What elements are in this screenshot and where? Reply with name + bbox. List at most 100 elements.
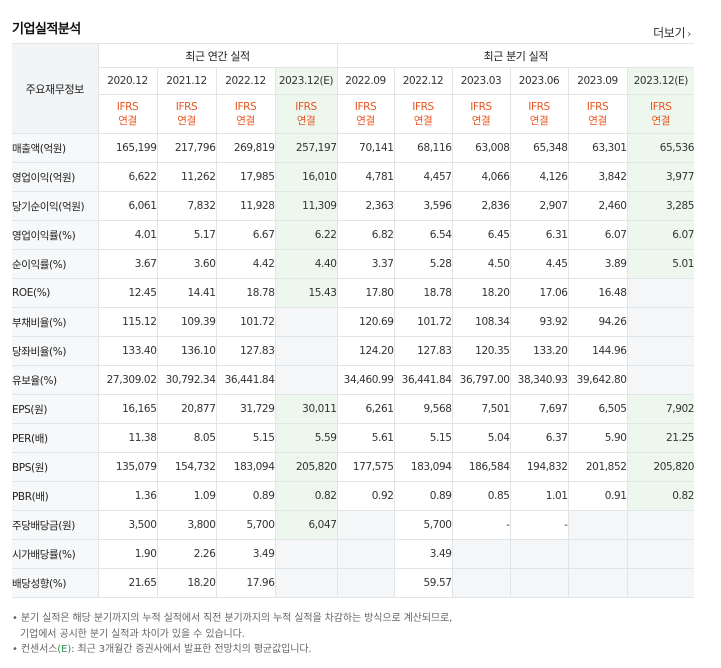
table-cell: 101.72 bbox=[393, 307, 453, 337]
table-cell bbox=[336, 568, 395, 598]
table-cell: 5.61 bbox=[336, 423, 395, 453]
table-cell: 3.89 bbox=[567, 249, 628, 279]
table-row: 매출액(억원) 165,199 217,796 269,819 257,197 70,14… bbox=[12, 133, 694, 163]
ifrs-label: IFRS 연결 bbox=[274, 94, 338, 134]
table-cell: 5,700 bbox=[215, 510, 276, 540]
ifrs-standard: IFRS bbox=[295, 101, 317, 113]
table-cell: 27,309.02 bbox=[97, 365, 158, 395]
table-cell: 133.20 bbox=[509, 336, 569, 366]
table-row: 당좌비율(%) 133.40 136.10 127.83 124.20 127.83 120… bbox=[12, 336, 695, 366]
table-cell: 4.42 bbox=[215, 249, 276, 279]
table-cell bbox=[451, 539, 511, 569]
consolidated-label: 연결 bbox=[356, 115, 375, 127]
table-cell: 6.07 bbox=[626, 220, 694, 250]
table-cell bbox=[336, 539, 395, 569]
table-cell bbox=[509, 539, 569, 569]
table-cell: 6.07 bbox=[567, 220, 628, 250]
table-cell: 36,797.00 bbox=[451, 365, 511, 395]
table-row: EPS(원) 16,165 20,877 31,729 30,011 6,261 9,568… bbox=[12, 394, 694, 424]
consolidated-label: 연결 bbox=[471, 115, 491, 127]
table-cell bbox=[626, 539, 695, 569]
table-cell: 3,977 bbox=[626, 162, 694, 192]
table-cell: 3.60 bbox=[156, 249, 217, 279]
table-cell bbox=[626, 278, 695, 308]
footnote-consensus: • 컨센서스(E): 최근 3개월간 증권사에서 발표한 전망치의 평균값입니다… bbox=[12, 644, 312, 655]
table-row: 순이익률(%) 3.67 3.60 4.42 4.40 3.37 5.28 4.50 4.45 3… bbox=[12, 249, 694, 279]
table-cell: 68,116 bbox=[393, 133, 453, 163]
table-cell: 0.85 bbox=[451, 481, 511, 511]
table-cell: 94.26 bbox=[567, 307, 628, 337]
table-cell: 3,500 bbox=[97, 510, 158, 540]
table-cell: 3.49 bbox=[393, 539, 453, 569]
table-cell bbox=[626, 336, 695, 366]
consolidated-label: 연결 bbox=[236, 115, 255, 127]
table-row: ROE(%) 12.45 14.41 18.78 15.43 17.80 18.78 18.2… bbox=[12, 278, 695, 308]
table-cell bbox=[274, 539, 338, 569]
more-link[interactable]: 더보기 › bbox=[653, 24, 691, 41]
table-row: 영업이익률(%) 4.01 5.17 6.67 6.22 6.82 6.54 6.45 6.31… bbox=[12, 220, 694, 250]
table-cell: 101.72 bbox=[215, 307, 276, 337]
table-cell: 17.06 bbox=[509, 278, 569, 308]
period-header: 2023.09 bbox=[567, 67, 628, 95]
period-header: 2022.12 bbox=[393, 67, 453, 95]
annual-group-header: 최근 연간 실적 bbox=[97, 43, 338, 68]
chevron-right-icon: › bbox=[687, 29, 691, 40]
table-cell: 154,732 bbox=[156, 452, 217, 482]
table-cell: 0.89 bbox=[215, 481, 276, 511]
table-cell: 4.50 bbox=[451, 249, 511, 279]
financial-table: 주요재무정보 최근 연간 실적 최근 분기 실적 2020.12 2021.12 2… bbox=[12, 43, 694, 598]
row-label: 배당성향(%) bbox=[12, 568, 99, 598]
consolidated-label: 연결 bbox=[588, 115, 607, 127]
table-cell: 2,907 bbox=[509, 191, 569, 221]
period-header: 2023.06 bbox=[509, 67, 569, 95]
table-cell: 5.04 bbox=[451, 423, 511, 453]
table-cell bbox=[336, 510, 395, 540]
row-label: PER(배) bbox=[12, 423, 99, 453]
table-cell: 136.10 bbox=[156, 336, 217, 366]
row-label: 순이익률(%) bbox=[12, 249, 99, 279]
table-cell: 3,285 bbox=[626, 191, 694, 221]
table-cell: 6.45 bbox=[451, 220, 511, 250]
row-label: 매출액(억원) bbox=[12, 133, 99, 163]
table-cell: 21.65 bbox=[97, 568, 158, 598]
period-header: 2023.03 bbox=[451, 67, 511, 95]
table-cell: 194,832 bbox=[509, 452, 569, 482]
consolidated-label: 연결 bbox=[296, 115, 316, 127]
period-header: 2022.12 bbox=[215, 67, 276, 95]
table-cell bbox=[626, 568, 695, 598]
table-cell: 15.43 bbox=[274, 278, 338, 308]
table-cell: 7,902 bbox=[626, 394, 694, 424]
table-cell: 257,197 bbox=[274, 133, 338, 163]
table-cell: 120.69 bbox=[336, 307, 395, 337]
table-cell: 6,505 bbox=[567, 394, 628, 424]
ifrs-standard: IFRS bbox=[528, 101, 550, 113]
table-row: 부채비율(%) 115.12 109.39 101.72 120.69 101.72 108… bbox=[12, 307, 695, 337]
table-cell: 6.54 bbox=[393, 220, 453, 250]
table-cell: 6,061 bbox=[97, 191, 158, 221]
table-cell: 0.82 bbox=[626, 481, 694, 511]
table-cell: 205,820 bbox=[274, 452, 338, 482]
table-cell: 11,262 bbox=[156, 162, 217, 192]
table-cell: 5.15 bbox=[393, 423, 453, 453]
table-row: 시가배당률(%) 1.90 2.26 3.49 3.49 bbox=[12, 539, 695, 569]
row-label: BPS(원) bbox=[12, 452, 99, 482]
table-row: 영업이익(억원) 6,622 11,262 17,985 16,010 4,781 4,45… bbox=[12, 162, 694, 192]
table-row: PER(배) 11.38 8.05 5.15 5.59 5.61 5.15 5.04 6.37 5… bbox=[12, 423, 694, 453]
table-cell: 124.20 bbox=[336, 336, 395, 366]
table-row: PBR(배) 1.36 1.09 0.89 0.82 0.92 0.89 0.85 1.01 0.… bbox=[12, 481, 694, 511]
table-cell bbox=[567, 510, 628, 540]
more-label: 더보기 bbox=[653, 26, 686, 40]
table-cell: 30,792.34 bbox=[156, 365, 217, 395]
table-cell: 1.90 bbox=[97, 539, 158, 569]
table-cell: 6,622 bbox=[97, 162, 158, 192]
table-cell: 108.34 bbox=[451, 307, 511, 337]
table-cell: 65,536 bbox=[626, 133, 694, 163]
table-cell bbox=[567, 568, 628, 598]
table-cell: 186,584 bbox=[451, 452, 511, 482]
table-cell: 1.09 bbox=[156, 481, 217, 511]
ifrs-standard: IFRS bbox=[470, 101, 492, 113]
table-cell: 183,094 bbox=[215, 452, 276, 482]
row-label: ROE(%) bbox=[12, 278, 99, 308]
table-cell: 4.40 bbox=[274, 249, 338, 279]
consolidated-label: 연결 bbox=[177, 115, 196, 127]
